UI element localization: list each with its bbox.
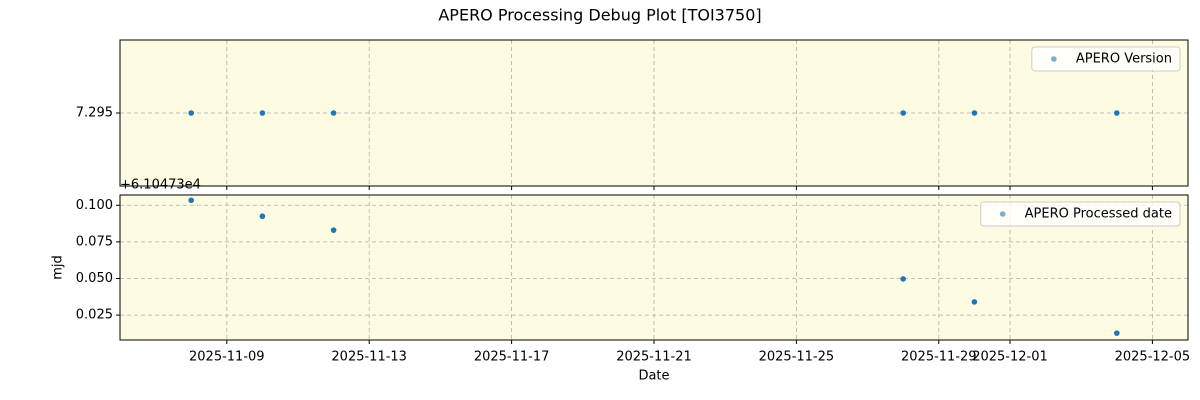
x-axis-label: Date: [638, 369, 669, 384]
x-tick-label: 2025-11-21: [616, 350, 692, 365]
data-point: [900, 276, 906, 282]
data-point: [971, 299, 978, 305]
x-tick-label: 2025-12-05: [1115, 350, 1191, 365]
legend-label: APERO Version: [1076, 52, 1172, 67]
x-tick-label: 2025-12-01: [972, 350, 1048, 365]
legend-marker: [1051, 56, 1057, 62]
legend-label: APERO Processed date: [1025, 207, 1172, 222]
data-point: [259, 213, 266, 220]
y-axis-label: mjd: [51, 255, 66, 280]
x-tick-label: 2025-11-29: [901, 350, 977, 365]
data-point: [900, 110, 906, 116]
data-point: [330, 110, 337, 116]
data-point: [971, 110, 978, 116]
data-point: [259, 110, 266, 116]
x-tick-label: 2025-11-13: [331, 350, 407, 365]
y-tick-label: 0.050: [76, 271, 113, 286]
data-point: [1114, 330, 1120, 336]
data-point: [330, 227, 337, 233]
y-tick-label: 0.025: [76, 308, 113, 323]
y-tick-label: 7.295: [76, 106, 113, 121]
plot-frame: [119, 194, 1189, 341]
legend-box: [980, 201, 1181, 227]
legend-marker: [999, 211, 1006, 217]
data-point: [188, 197, 194, 204]
legend-box: [1031, 46, 1181, 72]
y-tick-label: 0.075: [76, 234, 113, 249]
figure-title: APERO Processing Debug Plot [TOI3750]: [438, 6, 761, 25]
x-tick-label: 2025-11-25: [759, 350, 835, 365]
x-tick-label: 2025-11-09: [189, 350, 265, 365]
plot-frame: [119, 39, 1189, 187]
y-tick-label: 0.100: [76, 198, 113, 213]
data-point: [1114, 110, 1120, 116]
offset-text: +6.10473e4: [120, 178, 201, 193]
data-point: [188, 110, 194, 116]
x-tick-label: 2025-11-17: [474, 350, 550, 365]
